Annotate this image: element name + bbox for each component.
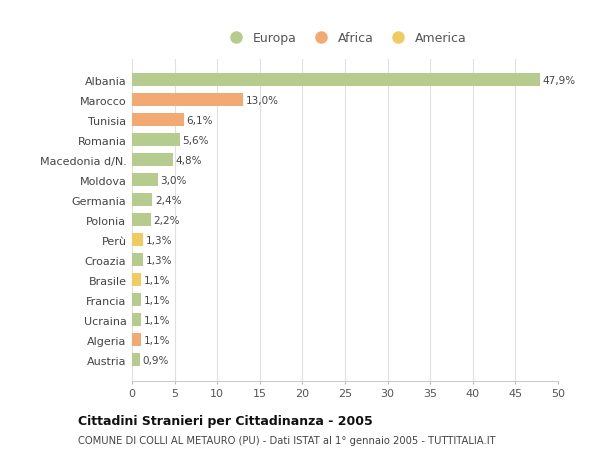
- Text: 4,8%: 4,8%: [175, 156, 202, 166]
- Bar: [132, 334, 142, 347]
- Text: 47,9%: 47,9%: [542, 76, 576, 86]
- Text: 3,0%: 3,0%: [160, 175, 187, 185]
- Bar: [132, 74, 540, 87]
- Bar: [132, 174, 158, 187]
- Bar: [132, 274, 142, 286]
- Text: 1,1%: 1,1%: [144, 275, 170, 285]
- Text: 1,3%: 1,3%: [146, 235, 172, 245]
- Bar: [132, 294, 142, 307]
- Bar: [132, 134, 180, 147]
- Bar: [132, 114, 184, 127]
- Text: 13,0%: 13,0%: [245, 96, 278, 106]
- Bar: [132, 214, 151, 227]
- Text: 2,2%: 2,2%: [154, 215, 180, 225]
- Text: 2,4%: 2,4%: [155, 196, 182, 205]
- Text: 1,1%: 1,1%: [144, 315, 170, 325]
- Text: 1,1%: 1,1%: [144, 335, 170, 345]
- Text: COMUNE DI COLLI AL METAURO (PU) - Dati ISTAT al 1° gennaio 2005 - TUTTITALIA.IT: COMUNE DI COLLI AL METAURO (PU) - Dati I…: [78, 435, 496, 445]
- Text: 1,3%: 1,3%: [146, 255, 172, 265]
- Bar: [132, 154, 173, 167]
- Text: 0,9%: 0,9%: [142, 355, 169, 365]
- Text: Cittadini Stranieri per Cittadinanza - 2005: Cittadini Stranieri per Cittadinanza - 2…: [78, 414, 373, 428]
- Bar: [132, 194, 152, 207]
- Bar: [132, 313, 142, 326]
- Text: 1,1%: 1,1%: [144, 295, 170, 305]
- Bar: [132, 94, 243, 107]
- Bar: [132, 254, 143, 267]
- Text: 6,1%: 6,1%: [187, 116, 213, 126]
- Legend: Europa, Africa, America: Europa, Africa, America: [218, 28, 472, 50]
- Text: 5,6%: 5,6%: [182, 135, 209, 146]
- Bar: [132, 234, 143, 247]
- Bar: [132, 353, 140, 366]
